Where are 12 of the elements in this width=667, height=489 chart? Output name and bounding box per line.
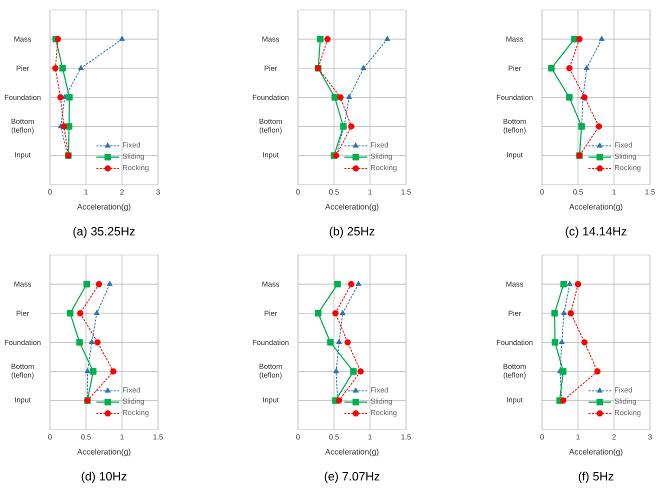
x-axis-title: Acceleration(g) [325, 204, 378, 212]
text: (d) 10Hz [82, 472, 126, 483]
x-axis-title: Acceleration(g) [569, 448, 622, 456]
text: (f) 5Hz [578, 472, 614, 483]
x-axis-title: Acceleration(g) [569, 204, 622, 212]
text: (e) 7.07Hz [324, 472, 380, 483]
x-axis-title: Acceleration(g) [325, 448, 378, 456]
text: (b) 25Hz [330, 226, 374, 238]
x-axis-title: Acceleration(g) [77, 448, 130, 456]
text: (c) 14.14Hz [566, 226, 626, 238]
text: (a) 35.25Hz [73, 226, 135, 238]
x-axis-title: Acceleration(g) [77, 204, 130, 212]
